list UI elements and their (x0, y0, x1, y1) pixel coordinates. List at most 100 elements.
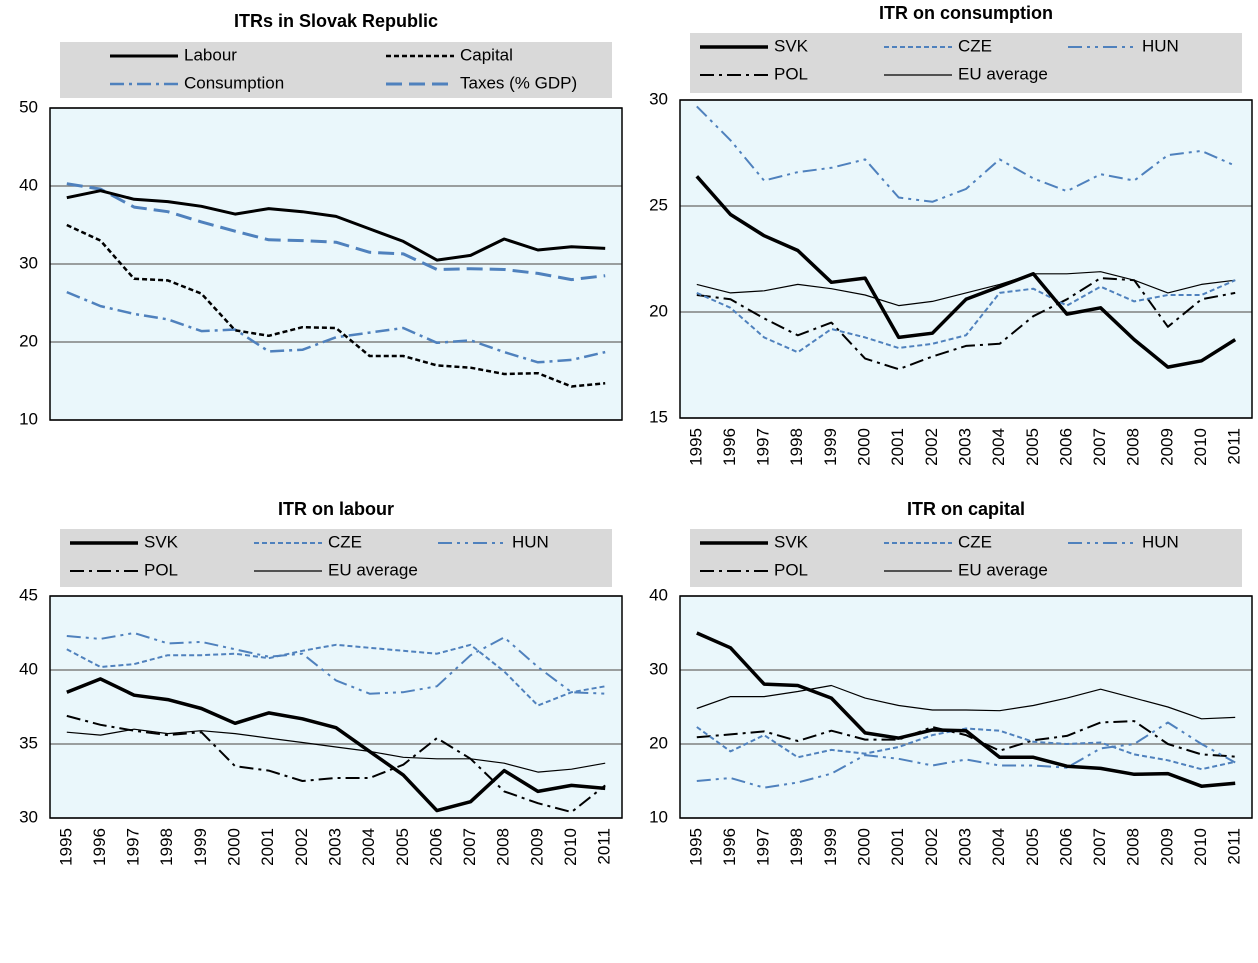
y-tick-label: 30 (649, 89, 668, 108)
x-tick-label: 2004 (359, 828, 378, 866)
y-tick-label: 20 (649, 733, 668, 752)
legend-label: HUN (1142, 36, 1179, 55)
plot-area (680, 100, 1252, 418)
legend-label: SVK (774, 532, 809, 551)
x-tick-label: 2011 (595, 828, 614, 865)
x-tick-label: 1996 (720, 828, 739, 866)
x-tick-label: 2000 (225, 828, 244, 866)
series-line (66, 189, 606, 262)
x-tick-label: 2007 (460, 828, 479, 866)
series-line (66, 182, 606, 282)
chart-title: ITR on consumption (879, 3, 1053, 23)
chart-title: ITR on labour (278, 499, 394, 519)
plot-border (49, 107, 623, 421)
x-tick-label: 1996 (90, 828, 109, 866)
x-tick-label: 2008 (1124, 828, 1143, 866)
x-tick-label: 1998 (787, 428, 806, 466)
x-tick-label: 2001 (888, 828, 907, 866)
legend-label: HUN (512, 532, 549, 551)
x-tick-label: 2003 (955, 828, 974, 866)
x-tick-label: 2003 (955, 428, 974, 466)
x-tick-label: 2006 (1056, 428, 1075, 466)
legend-box (690, 529, 1242, 587)
series-line (696, 279, 1236, 354)
y-tick-label: 10 (649, 807, 668, 826)
legend-label: POL (144, 560, 178, 579)
series-line (696, 720, 1236, 758)
x-tick-label: 1996 (720, 428, 739, 466)
x-tick-label: 2008 (494, 828, 513, 866)
x-tick-label: 1995 (56, 828, 75, 866)
legend-label: EU average (328, 560, 418, 579)
series-line (66, 714, 606, 814)
panel: ITR on labour SVK CZE HUN POL EU average 30 35 4… (19, 499, 623, 866)
series-line (66, 632, 606, 695)
y-tick-label: 20 (19, 331, 38, 350)
legend-label: Taxes (% GDP) (460, 73, 577, 92)
x-tick-label: 2002 (292, 828, 311, 866)
y-tick-label: 50 (19, 97, 38, 116)
legend-label: Capital (460, 45, 513, 64)
x-tick-label: 1999 (191, 828, 210, 866)
y-tick-label: 20 (649, 301, 668, 320)
x-tick-label: 2004 (989, 428, 1008, 466)
chart-title: ITRs in Slovak Republic (234, 11, 438, 31)
y-tick-label: 15 (649, 407, 668, 426)
legend-label: CZE (328, 532, 362, 551)
legend-label: SVK (774, 36, 809, 55)
legend-label: POL (774, 560, 808, 579)
x-tick-label: 2007 (1090, 428, 1109, 466)
x-tick-label: 1998 (157, 828, 176, 866)
x-tick-label: 2009 (527, 828, 546, 866)
legend-label: CZE (958, 532, 992, 551)
series-line (66, 728, 606, 773)
x-tick-label: 2000 (855, 428, 874, 466)
legend-label: CZE (958, 36, 992, 55)
x-tick-label: 2007 (1090, 828, 1109, 866)
x-tick-label: 2005 (1023, 428, 1042, 466)
series-line (695, 175, 1237, 369)
legend-label: POL (774, 64, 808, 83)
legend-label: Consumption (184, 73, 284, 92)
series-line (696, 726, 1236, 771)
series-line (66, 677, 606, 813)
x-tick-label: 2001 (258, 828, 277, 866)
y-tick-label: 35 (19, 733, 38, 752)
series-line (696, 631, 1236, 788)
series-line (696, 271, 1236, 307)
legend-label: HUN (1142, 532, 1179, 551)
x-tick-label: 2008 (1124, 428, 1143, 466)
x-tick-label: 2004 (989, 828, 1008, 866)
x-tick-label: 2011 (1225, 428, 1244, 465)
panel: ITRs in Slovak Republic Labour Capital Cons… (19, 11, 623, 428)
x-tick-label: 2005 (1023, 828, 1042, 866)
x-tick-label: 2010 (1191, 828, 1210, 866)
legend-label: EU average (958, 64, 1048, 83)
y-tick-label: 40 (649, 585, 668, 604)
series-line (66, 643, 606, 707)
x-tick-label: 1998 (787, 828, 806, 866)
x-tick-label: 1995 (686, 828, 705, 866)
plot-border (679, 595, 1253, 819)
plot-area (680, 596, 1252, 818)
chart-title: ITR on capital (907, 499, 1025, 519)
x-tick-label: 1995 (686, 428, 705, 466)
x-tick-label: 2006 (426, 828, 445, 866)
legend-label: SVK (144, 532, 179, 551)
y-tick-label: 10 (19, 409, 38, 428)
panel: ITR on capital SVK CZE HUN POL EU average 10 20… (649, 499, 1253, 866)
y-tick-label: 30 (19, 807, 38, 826)
series-line (696, 277, 1236, 371)
x-tick-label: 1999 (821, 828, 840, 866)
y-tick-label: 30 (649, 659, 668, 678)
x-tick-label: 2005 (393, 828, 412, 866)
series-line (696, 105, 1236, 203)
x-tick-label: 2009 (1157, 428, 1176, 466)
y-tick-label: 30 (19, 253, 38, 272)
x-tick-label: 1999 (821, 428, 840, 466)
legend-label: EU average (958, 560, 1048, 579)
x-tick-label: 2009 (1157, 828, 1176, 866)
x-tick-label: 1997 (754, 428, 773, 466)
x-tick-label: 1997 (124, 828, 143, 866)
